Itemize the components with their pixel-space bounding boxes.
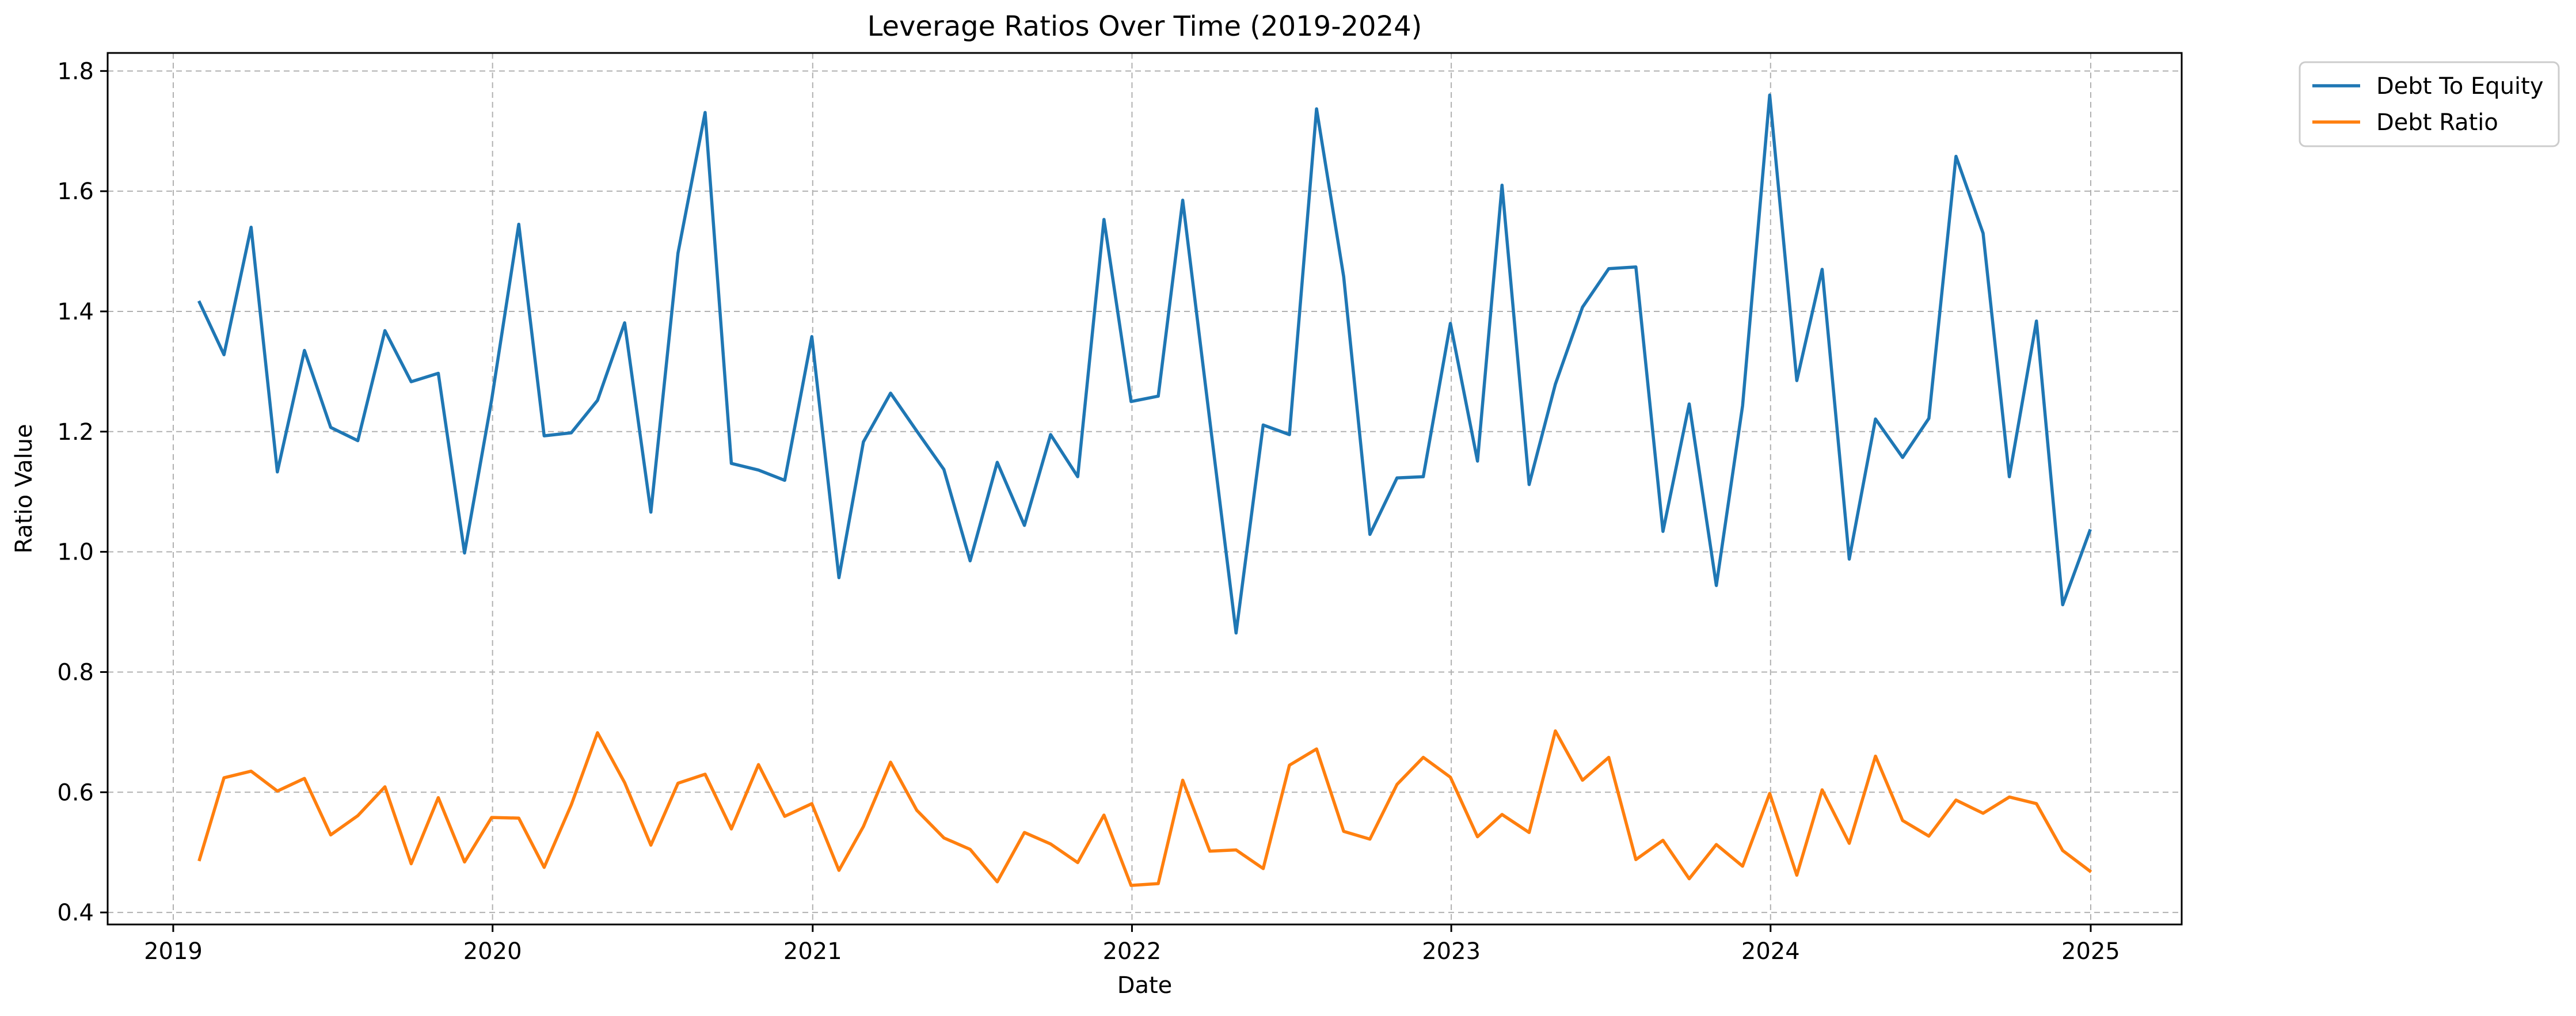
y-tick-label: 0.4 — [57, 900, 94, 926]
plot-frame — [106, 52, 2183, 926]
debt-ratio-series — [197, 729, 2092, 887]
debt-ratio-line — [197, 729, 2092, 887]
legend-label: Debt Ratio — [2376, 109, 2498, 136]
y-tick-label: 1.4 — [57, 299, 94, 325]
debt-to-equity-line — [197, 93, 2092, 635]
series-lines — [197, 93, 2092, 887]
legend-box — [2299, 61, 2560, 147]
debt-to-equity-series — [197, 93, 2092, 635]
grid-lines — [108, 53, 2182, 924]
y-tick-label: 1.8 — [57, 58, 94, 85]
x-tick-label: 2020 — [463, 938, 522, 965]
x-axis-label: Date — [1117, 972, 1173, 999]
axis-ticks: 2019 2020 2021 2022 2023 2024 2025 0.4 0.6 0.8 1.0… — [57, 58, 2120, 965]
y-tick-label: 1.2 — [57, 419, 94, 446]
x-tick-label: 2025 — [2061, 938, 2120, 965]
y-tick-label: 0.6 — [57, 779, 94, 806]
x-tick-label: 2021 — [783, 938, 842, 965]
legend-label: Debt To Equity — [2376, 73, 2544, 100]
x-tick-label: 2019 — [144, 938, 203, 965]
x-tick-label: 2023 — [1422, 938, 1481, 965]
y-axis-label: Ratio Value — [11, 424, 37, 553]
chart-title: Leverage Ratios Over Time (2019-2024) — [867, 10, 1422, 43]
x-tick-label: 2022 — [1103, 938, 1162, 965]
y-tick-label: 0.8 — [57, 659, 94, 686]
legend-item-debt-to-equity: Debt To Equity — [2312, 73, 2544, 100]
y-tick-label: 1.6 — [57, 178, 94, 205]
legend: Debt To Equity Debt Ratio — [2299, 61, 2560, 147]
y-tick-label: 1.0 — [57, 539, 94, 566]
x-tick-label: 2024 — [1741, 938, 1800, 965]
legend-item-debt-ratio: Debt Ratio — [2312, 109, 2498, 136]
